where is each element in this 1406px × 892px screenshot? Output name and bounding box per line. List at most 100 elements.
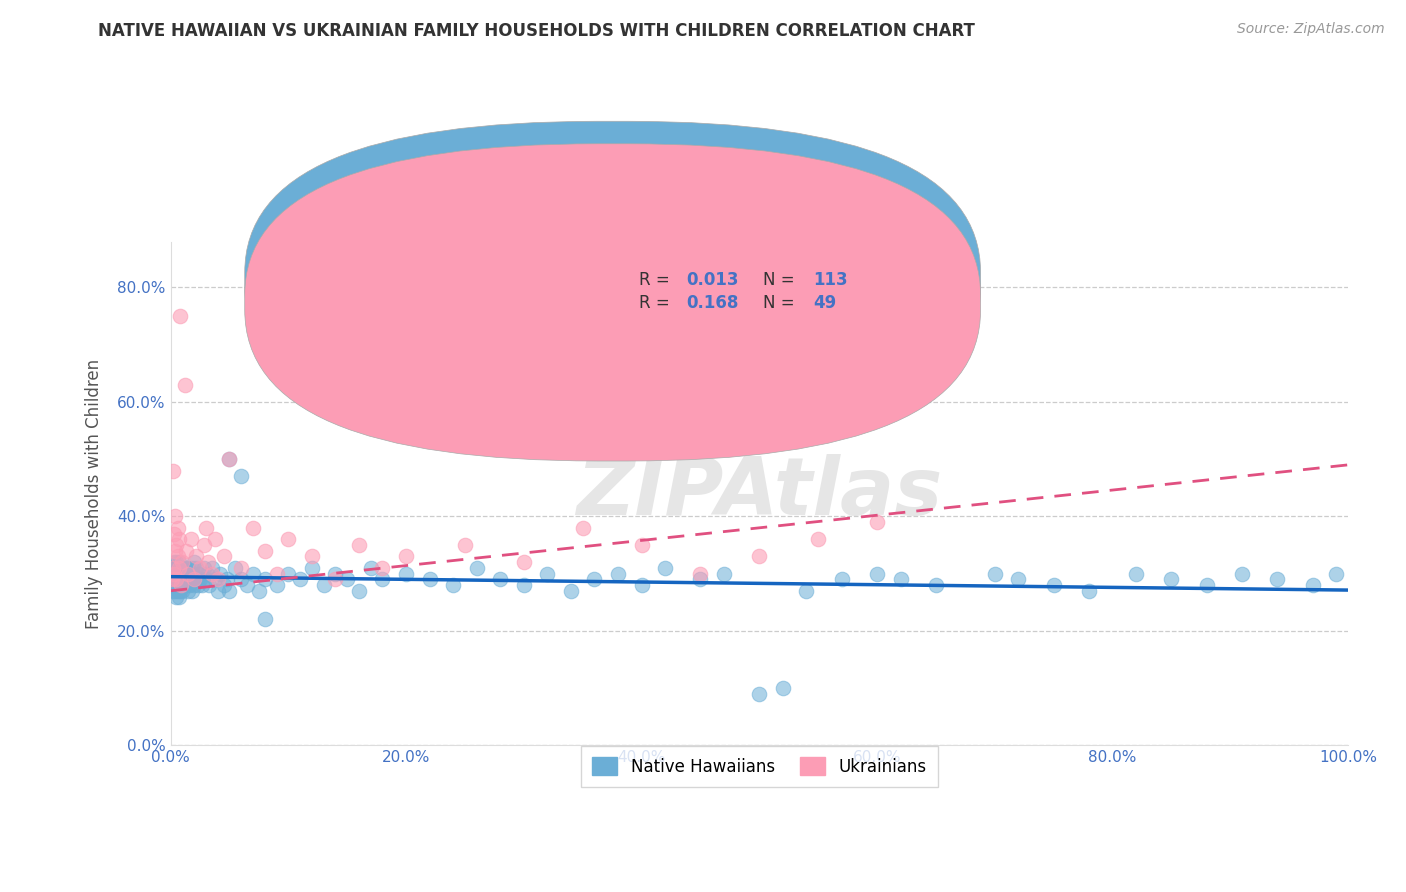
Point bbox=[163, 566, 186, 581]
Point bbox=[236, 578, 259, 592]
Point bbox=[242, 521, 264, 535]
Point bbox=[188, 561, 211, 575]
Point bbox=[194, 521, 217, 535]
Point bbox=[174, 566, 197, 581]
Point bbox=[177, 566, 200, 581]
Point bbox=[277, 566, 299, 581]
Point bbox=[194, 572, 217, 586]
Point bbox=[169, 583, 191, 598]
Point bbox=[166, 572, 188, 586]
Point bbox=[181, 566, 204, 581]
Point bbox=[183, 578, 205, 592]
Point bbox=[1230, 566, 1253, 581]
Point bbox=[231, 469, 253, 483]
Point bbox=[242, 566, 264, 581]
Point bbox=[166, 583, 188, 598]
Point bbox=[866, 515, 889, 529]
Point bbox=[165, 572, 187, 586]
Point bbox=[186, 549, 208, 564]
Text: Source: ZipAtlas.com: Source: ZipAtlas.com bbox=[1237, 22, 1385, 37]
Point bbox=[807, 533, 830, 547]
Point bbox=[325, 566, 347, 581]
Point bbox=[204, 572, 226, 586]
Point bbox=[218, 452, 240, 467]
Point bbox=[173, 572, 195, 586]
Point bbox=[173, 377, 195, 392]
Point bbox=[169, 572, 191, 586]
Point bbox=[160, 572, 183, 586]
Point bbox=[1302, 578, 1324, 592]
Point bbox=[169, 561, 191, 575]
Point bbox=[180, 583, 202, 598]
Point bbox=[179, 566, 201, 581]
Point bbox=[163, 566, 186, 581]
Point bbox=[748, 687, 770, 701]
Point bbox=[253, 572, 276, 586]
Point bbox=[172, 555, 194, 569]
Point bbox=[187, 578, 209, 592]
Point bbox=[162, 561, 184, 575]
Point bbox=[347, 538, 370, 552]
Point bbox=[218, 452, 240, 467]
Point bbox=[165, 590, 187, 604]
Text: N =: N = bbox=[763, 293, 800, 312]
Point bbox=[160, 572, 183, 586]
Point bbox=[247, 583, 270, 598]
Point bbox=[231, 572, 253, 586]
Point bbox=[301, 549, 323, 564]
Point bbox=[689, 572, 711, 586]
Point bbox=[165, 555, 187, 569]
Point bbox=[165, 566, 187, 581]
Point bbox=[172, 583, 194, 598]
Point bbox=[347, 583, 370, 598]
Point bbox=[165, 543, 187, 558]
Legend: Native Hawaiians, Ukrainians: Native Hawaiians, Ukrainians bbox=[581, 746, 938, 788]
Point bbox=[253, 543, 276, 558]
Point bbox=[630, 538, 652, 552]
FancyBboxPatch shape bbox=[582, 264, 894, 318]
Point bbox=[165, 509, 187, 524]
Y-axis label: Family Households with Children: Family Households with Children bbox=[86, 359, 103, 629]
Point bbox=[195, 566, 218, 581]
Point bbox=[165, 578, 187, 592]
Point bbox=[193, 538, 215, 552]
Point bbox=[713, 566, 735, 581]
FancyBboxPatch shape bbox=[245, 121, 980, 439]
Point bbox=[266, 566, 288, 581]
Point bbox=[1042, 578, 1064, 592]
Point bbox=[174, 578, 197, 592]
Point bbox=[224, 561, 246, 575]
Text: R =: R = bbox=[640, 293, 675, 312]
Text: 113: 113 bbox=[814, 271, 848, 289]
Point bbox=[489, 572, 512, 586]
Point bbox=[325, 572, 347, 586]
Point bbox=[204, 533, 226, 547]
Point bbox=[165, 572, 187, 586]
Point bbox=[180, 561, 202, 575]
Point bbox=[173, 561, 195, 575]
Point bbox=[218, 583, 240, 598]
Point bbox=[288, 572, 311, 586]
Point bbox=[193, 561, 215, 575]
Point bbox=[166, 561, 188, 575]
Point bbox=[441, 578, 464, 592]
Point bbox=[983, 566, 1005, 581]
Point bbox=[167, 578, 190, 592]
Point bbox=[201, 561, 224, 575]
Point bbox=[187, 566, 209, 581]
Point bbox=[571, 521, 593, 535]
Point bbox=[162, 583, 184, 598]
Point bbox=[191, 578, 214, 592]
Point bbox=[1195, 578, 1218, 592]
Point bbox=[197, 555, 219, 569]
Point bbox=[889, 572, 911, 586]
Point bbox=[198, 578, 221, 592]
Point bbox=[1125, 566, 1147, 581]
Point bbox=[360, 561, 382, 575]
Text: N =: N = bbox=[763, 271, 800, 289]
Point bbox=[371, 561, 394, 575]
Point bbox=[513, 578, 536, 592]
Point bbox=[173, 578, 195, 592]
Point bbox=[177, 583, 200, 598]
Point bbox=[163, 578, 186, 592]
